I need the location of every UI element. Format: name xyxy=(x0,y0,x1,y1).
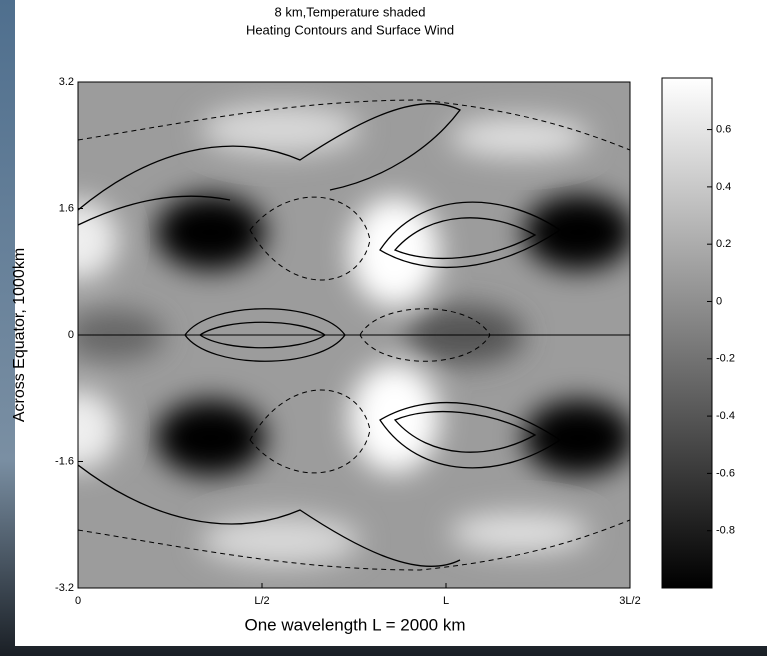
y-tick-label: 0 xyxy=(68,329,74,341)
y-tick-label: -3.2 xyxy=(55,582,74,594)
colorbar-tick-label: 0.6 xyxy=(716,123,731,135)
colorbar-tick-label: -0.6 xyxy=(716,467,735,479)
field-blob xyxy=(523,399,630,476)
field-blob xyxy=(449,117,590,158)
y-tick-label: 3.2 xyxy=(59,76,74,88)
field-blob xyxy=(78,389,118,470)
chart-subtitle: Heating Contours and Surface Wind xyxy=(246,22,454,37)
x-axis-label: One wavelength L = 2000 km xyxy=(245,615,466,634)
x-tick-label: L/2 xyxy=(254,595,269,607)
field-blob xyxy=(349,196,440,307)
colorbar-tick-label: -0.4 xyxy=(716,410,735,422)
colorbar-tick-label: 0.2 xyxy=(716,238,731,250)
field-blobs xyxy=(78,104,630,566)
y-tick-label: 1.6 xyxy=(59,202,74,214)
colorbar xyxy=(661,77,713,589)
x-tick-label: 3L/2 xyxy=(619,595,640,607)
colorbar-tick-label: -0.2 xyxy=(716,353,735,365)
field-blob xyxy=(200,104,361,155)
colorbar-tick-label: 0.4 xyxy=(716,181,731,193)
field-blob xyxy=(155,194,266,271)
colorbar-tick-label: 0 xyxy=(716,295,722,307)
dashed-contours xyxy=(78,99,630,571)
field-blob xyxy=(449,512,590,553)
x-tick-label: 0 xyxy=(75,595,81,607)
chart-title: 8 km,Temperature shaded xyxy=(274,4,425,19)
y-tick-label: -1.6 xyxy=(55,455,74,467)
y-axis-label: Across Equator, 1000km xyxy=(11,248,28,422)
colorbar-tick-label: -0.8 xyxy=(716,525,735,537)
field-blob xyxy=(349,363,440,474)
contours xyxy=(78,102,630,568)
field-blob xyxy=(523,194,630,271)
field-blob xyxy=(155,399,266,476)
x-tick-label: L xyxy=(443,595,449,607)
field-blob xyxy=(200,515,361,566)
